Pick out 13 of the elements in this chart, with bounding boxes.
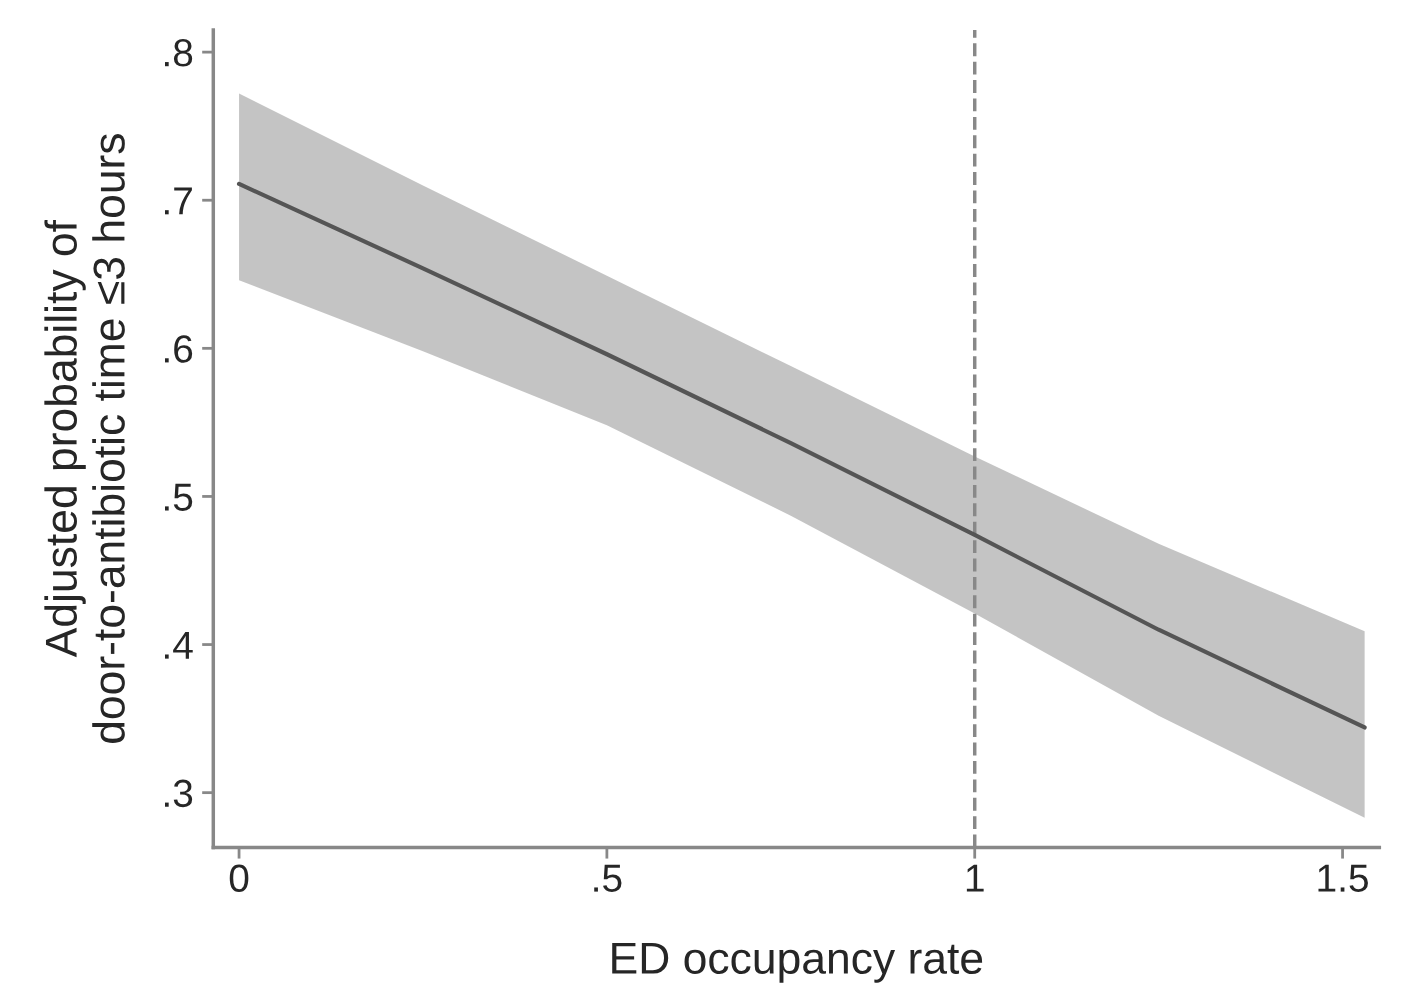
y-tick-label: .3 — [164, 779, 193, 808]
x-tick-label: 0 — [229, 864, 249, 892]
y-tick-label: .7 — [164, 187, 192, 215]
y-tick-label: .6 — [164, 335, 193, 363]
x-tick-label: .5 — [594, 864, 622, 892]
x-tick-label: 1.5 — [1318, 864, 1368, 892]
line-series — [236, 181, 1367, 730]
y-tick-label: .5 — [164, 483, 193, 511]
y-tick-label: .8 — [164, 39, 193, 67]
y-axis-title: Adjusted probability of door-to-antibiotic time ≤3 hours — [44, 134, 125, 743]
y-tick-label: .4 — [164, 631, 193, 659]
x-tick-label: 1 — [966, 864, 984, 892]
x-axis-title: ED occupancy rate — [612, 942, 983, 983]
